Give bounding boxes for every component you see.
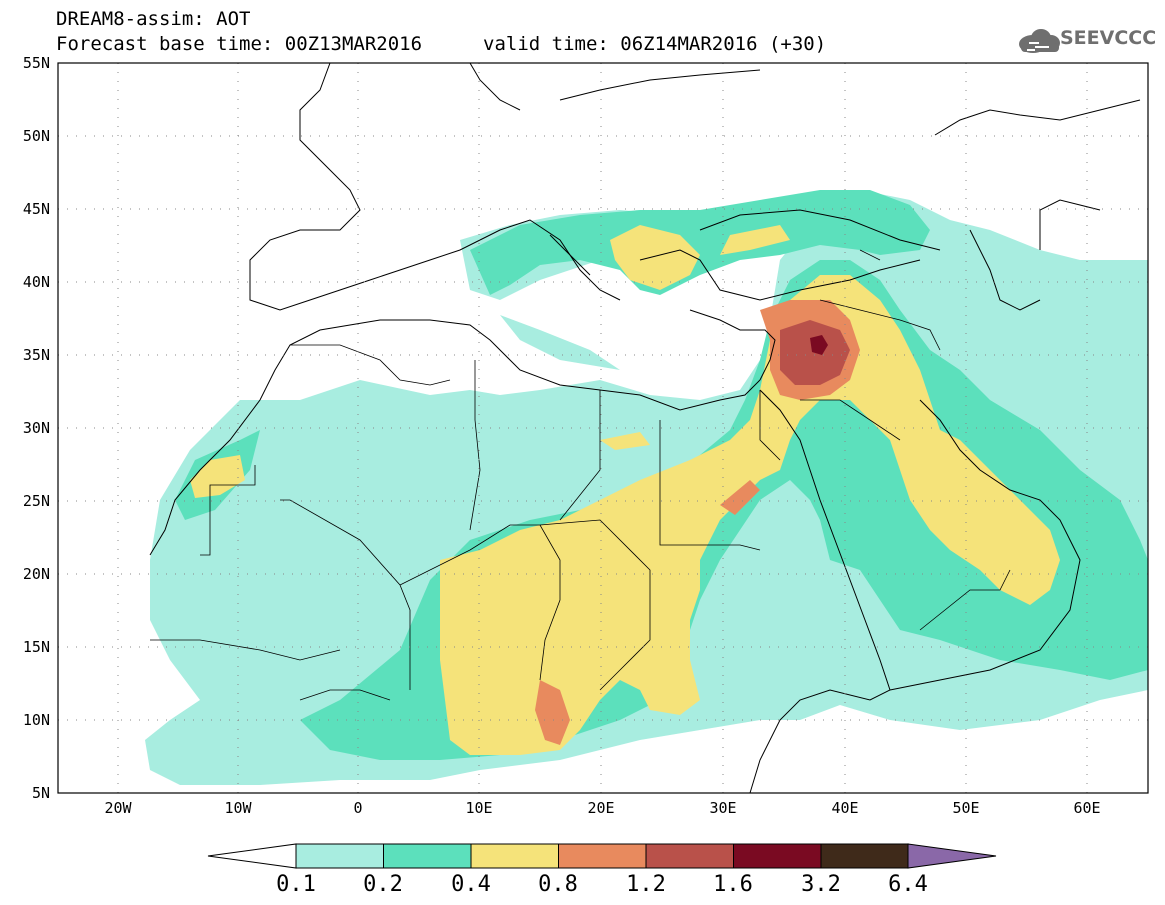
lon-label: 20E (587, 799, 614, 817)
colorbar-label: 6.4 (888, 872, 928, 897)
logo-text: SEEVCCC (1060, 27, 1157, 49)
lat-label: 30N (23, 419, 50, 437)
lat-label: 10N (23, 711, 50, 729)
forecast-base-time: Forecast base time: 00Z13MAR2016 (56, 33, 423, 55)
colorbar-label: 0.4 (451, 872, 491, 897)
aot-map: 55N 50N 45N 40N 35N 30N 25N 20N 15N 10N … (23, 54, 1149, 817)
lat-label: 50N (23, 127, 50, 145)
lat-labels: 55N 50N 45N 40N 35N 30N 25N 20N 15N 10N … (23, 54, 50, 802)
colorbar-segments (295, 843, 909, 869)
colorbar-segment (295, 843, 384, 869)
lon-label: 0 (353, 799, 362, 817)
lat-label: 40N (23, 273, 50, 291)
coastlines (149, 63, 1141, 793)
lon-label: 10E (465, 799, 492, 817)
colorbar-label: 0.8 (538, 872, 578, 897)
lat-label: 45N (23, 200, 50, 218)
lon-label: 40E (831, 799, 858, 817)
colorbar-segment (383, 843, 472, 869)
colorbar-right-arrow (907, 843, 997, 869)
lon-label: 30E (709, 799, 736, 817)
colorbar-segment (470, 843, 559, 869)
lon-label: 50E (952, 799, 979, 817)
aot-band-1.6 (810, 335, 828, 355)
colorbar-left-arrow (207, 843, 297, 869)
colorbar-label: 1.6 (713, 872, 753, 897)
borders (150, 249, 1011, 701)
colorbar-label: 1.2 (626, 872, 666, 897)
lat-label: 5N (32, 784, 50, 802)
colorbar-segment (558, 843, 647, 869)
colorbar-label: 0.1 (276, 872, 316, 897)
aot-band-0.4 (190, 225, 1060, 755)
aot-fields (145, 63, 1148, 793)
lat-label: 35N (23, 346, 50, 364)
colorbar-label: 3.2 (801, 872, 841, 897)
map-title: DREAM8-assim: AOT (56, 8, 251, 30)
valid-time: valid time: 06Z14MAR2016 (+30) (483, 33, 827, 55)
lat-label: 25N (23, 492, 50, 510)
lon-label: 60E (1073, 799, 1100, 817)
lat-label: 20N (23, 565, 50, 583)
colorbar-segment (645, 843, 734, 869)
colorbar-label: 0.2 (363, 872, 403, 897)
lon-labels: 20W 10W 0 10E 20E 30E 40E 50E 60E (104, 799, 1100, 817)
lon-label: 10W (224, 799, 252, 817)
lon-label: 20W (104, 799, 132, 817)
colorbar-segment (820, 843, 909, 869)
map-frame (57, 62, 1149, 794)
colorbar-labels: 0.1 0.2 0.4 0.8 1.2 1.6 3.2 6.4 (276, 872, 928, 897)
lat-label: 55N (23, 54, 50, 72)
cloud-logo-icon (1019, 29, 1060, 53)
lat-label: 15N (23, 638, 50, 656)
colorbar-segment (733, 843, 822, 869)
